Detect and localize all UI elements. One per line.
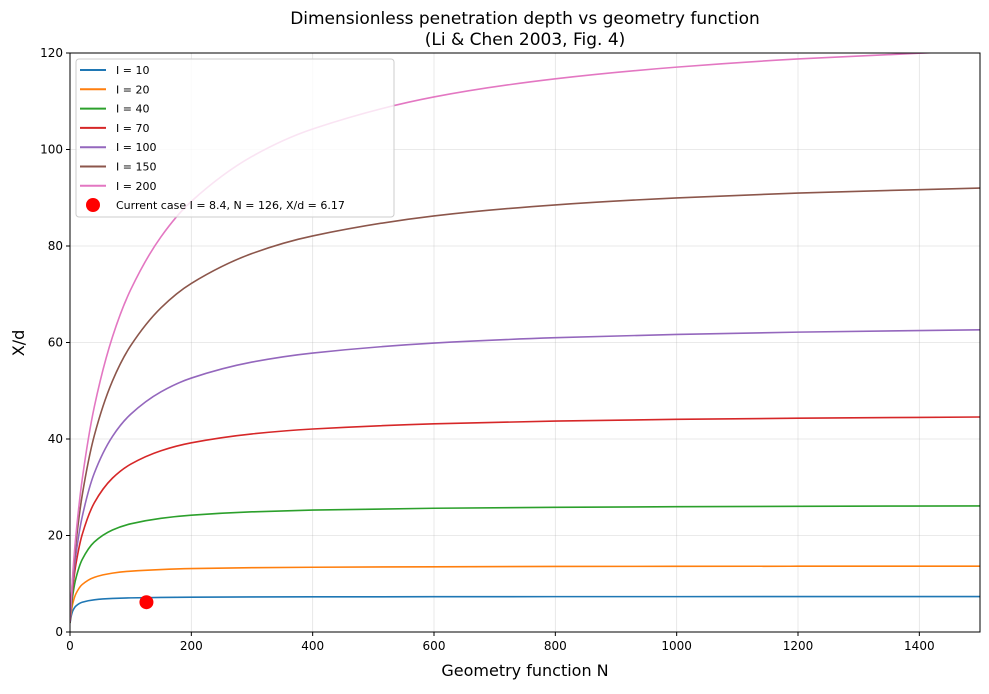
x-tick-label: 1400 [904,639,935,653]
y-tick-label: 20 [48,529,63,543]
y-tick-label: 40 [48,432,63,446]
x-tick-label: 800 [544,639,567,653]
series-line-i150 [70,187,980,622]
chart-subtitle: (Li & Chen 2003, Fig. 4) [425,30,626,50]
y-tick-label: 120 [40,46,63,60]
legend: I = 10 I = 20 I = 40 I = 70 I = 100 I = 150 I … [75,58,395,218]
y-tick-label: 100 [40,143,63,157]
series-line-i40 [70,505,980,623]
series-line-i20 [70,565,980,623]
grid [69,52,980,633]
chart-title: Dimensionless penetration depth vs geome… [290,9,760,29]
legend-label: I = 150 [116,161,156,174]
current-case-marker [139,595,154,610]
legend-label: I = 40 [116,103,149,116]
legend-label: I = 20 [116,83,149,96]
y-tick-label: 80 [48,239,63,253]
series-line-i100 [70,329,980,623]
x-tick-label: 0 [66,639,74,653]
x-tick-label: 1000 [661,639,692,653]
x-axis-label: Geometry function N [441,661,608,680]
series-line-i10 [70,595,980,624]
x-tick-label: 400 [301,639,324,653]
legend-label: I = 70 [116,122,149,135]
axis-ticks: 0 200 400 600 800 1000 1200 1400 0 20 40 60 80 100 120 [40,46,935,653]
legend-label: Current case I = 8.4, N = 126, X/d = 6.1… [116,199,345,212]
x-tick-label: 600 [423,639,446,653]
legend-marker [86,198,100,212]
x-tick-label: 200 [180,639,203,653]
x-tick-label: 1200 [783,639,814,653]
y-axis-label: X/d [9,330,28,357]
y-tick-label: 60 [48,336,63,350]
legend-label: I = 100 [116,141,156,154]
legend-label: I = 200 [116,180,156,193]
series-line-i70 [70,416,980,623]
y-tick-label: 0 [55,625,63,639]
legend-box [75,58,395,218]
legend-label: I = 10 [116,64,149,77]
